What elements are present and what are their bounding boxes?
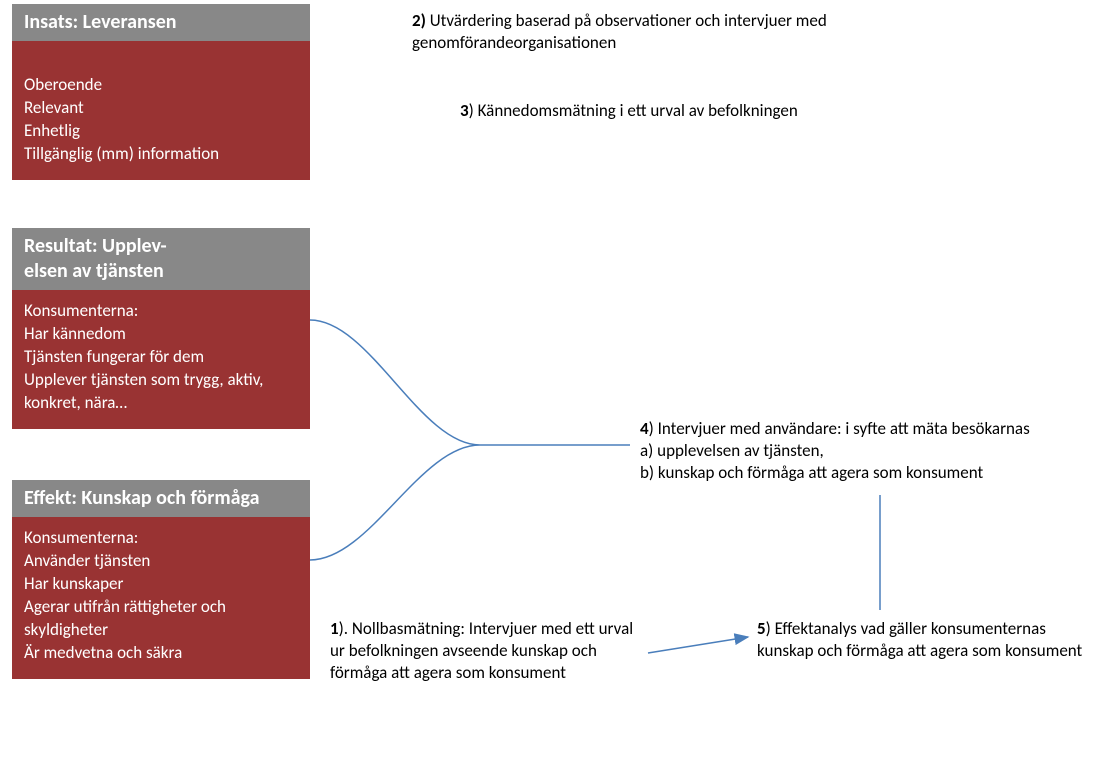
note-1: 1). Nollbasmätning: Intervjuer med ett u… bbox=[330, 618, 640, 684]
note-5: 5) Effektanalys vad gäller konsumenterna… bbox=[757, 618, 1097, 662]
box-body: Konsumenterna:Använder tjänstenHar kunsk… bbox=[12, 517, 310, 679]
note-2: 2) Utvärdering baserad på observationer … bbox=[412, 10, 842, 54]
note-4: 4) Intervjuer med användare: i syfte att… bbox=[640, 418, 1100, 484]
box-effekt: Effekt: Kunskap och förmåga Konsumentern… bbox=[12, 480, 310, 679]
box-insats: Insats: Leveransen OberoendeRelevantEnhe… bbox=[12, 4, 310, 180]
box-resultat: Resultat: Upplev-elsen av tjänsten Konsu… bbox=[12, 228, 310, 429]
box-header: Effekt: Kunskap och förmåga bbox=[12, 480, 310, 517]
box-body: Konsumenterna:Har kännedomTjänsten funge… bbox=[12, 290, 310, 429]
box-header: Insats: Leveransen bbox=[12, 4, 310, 41]
note-3: 3) Kännedomsmätning i ett urval av befol… bbox=[460, 100, 930, 122]
box-header: Resultat: Upplev-elsen av tjänsten bbox=[12, 228, 310, 290]
box-body: OberoendeRelevantEnhetligTillgänglig (mm… bbox=[12, 41, 310, 180]
